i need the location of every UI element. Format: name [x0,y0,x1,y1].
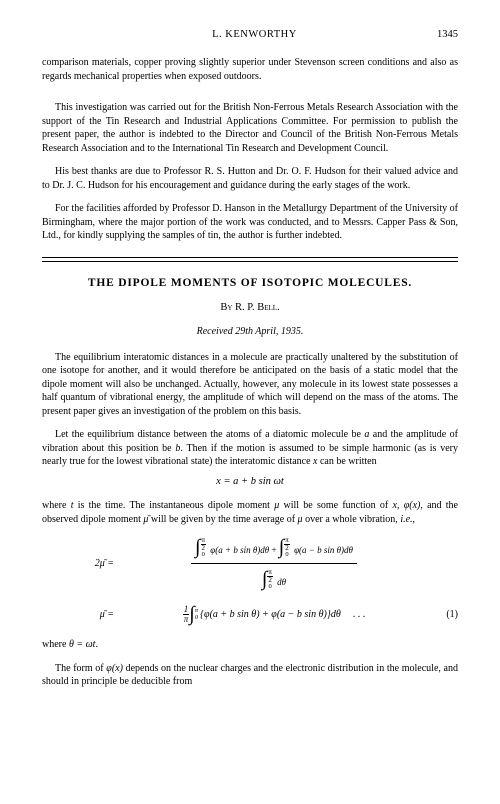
text-run: over a whole vibration, [303,514,401,525]
integrand-den: dθ [277,577,286,587]
top-paragraph-1: comparison materials, copper proving sli… [42,56,458,83]
received-date: Received 29th April, 1935. [42,325,458,339]
article-title: THE DIPOLE MOMENTS OF ISOTOPIC MOLECULES… [42,276,458,292]
limit-lower: 0 [201,552,207,559]
eq-dots: . . . [353,608,366,622]
text-run: is the time. The instantaneous dipole mo… [73,500,274,511]
equation-3: μ̄ = 1 π ∫ π 0 {φ(a + b sin θ) + φ(a − b… [42,601,458,628]
body-paragraph-1: The equilibrium interatomic distances in… [42,351,458,419]
eq-lhs: 2μ̄ = [42,557,120,571]
integrand-2: φ(a − b sin θ)dθ [294,545,353,555]
var-phi-x: φ(x) [404,500,421,511]
text-run: can be written [317,456,376,467]
header-page-number: 1345 [437,28,458,42]
byline: By R. P. Bell. [42,301,458,315]
top-paragraph-4: For the facilities afforded by Professor… [42,202,458,243]
equation-number: (1) [428,608,458,622]
top-paragraph-3: His best thanks are due to Professor R. … [42,165,458,192]
body-paragraph-4: where θ = ωt. [42,638,458,652]
text-run: Let the equilibrium distance between the… [55,429,364,440]
integrand: {φ(a + b sin θ) + φ(a − b sin θ)}dθ [200,608,341,622]
equation-inline-1: x = a + b sin ωt [42,475,458,489]
integrand-1: φ(a + b sin θ)dθ [210,545,269,555]
limit-lower: 0 [195,615,198,622]
header-author: L. KENWORTHY [72,28,437,42]
equation-2: 2μ̄ = ∫ π2 0 φ(a + b sin θ)dθ + ∫ [42,534,458,593]
var-phi-x: φ(x) [106,663,123,674]
top-paragraph-2: This investigation was carried out for t… [42,101,458,155]
section-divider [42,257,458,262]
text-run: will be some function of [279,500,392,511]
fraction: ∫ π2 0 φ(a + b sin θ)dθ + ∫ π2 0 [191,534,357,593]
text-run: will be given by the time average of [148,514,297,525]
text-run: The form of [55,663,106,674]
text-run: , [397,500,404,511]
limit-lower: 0 [267,584,273,591]
author-name: R. P. Bell. [235,302,280,313]
text-run: . [95,639,98,650]
by-label: By [220,302,232,313]
body-paragraph-3: where t is the time. The instantaneous d… [42,499,458,526]
text-run: where [42,500,71,511]
body-paragraph-5: The form of φ(x) depends on the nuclear … [42,662,458,689]
limit-lower: 0 [284,552,290,559]
page: L. KENWORTHY 1345 comparison materials, … [0,0,500,717]
running-header: L. KENWORTHY 1345 [42,28,458,42]
eq-lhs: μ̄ = [42,608,120,622]
body-paragraph-2: Let the equilibrium distance between the… [42,428,458,469]
var-theta-def: θ = ωt [69,639,96,650]
text-run: where [42,639,69,650]
ie-abbrev: i.e., [400,514,415,525]
